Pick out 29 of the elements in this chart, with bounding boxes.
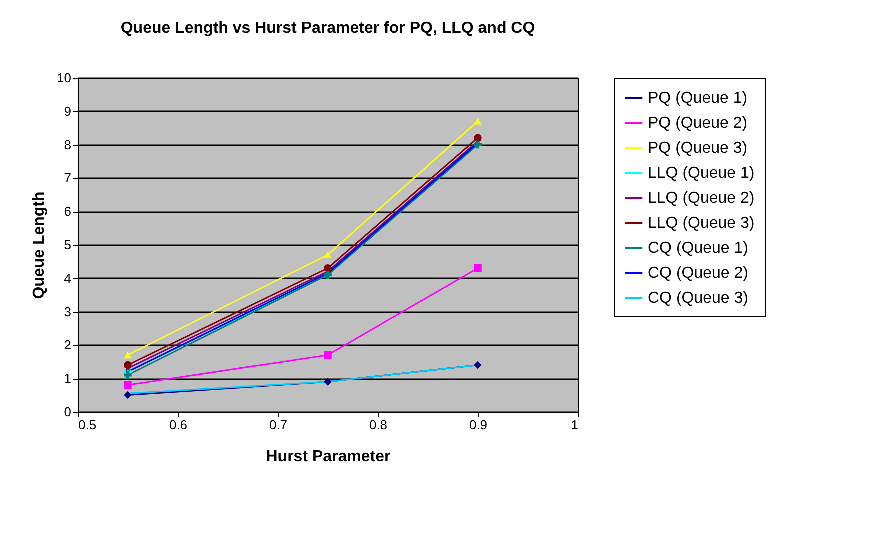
- y-tick-label: 7: [64, 170, 72, 186]
- legend-label: LLQ (Queue 2): [648, 190, 755, 207]
- x-tick-label: 0.5: [78, 418, 97, 432]
- y-tick-label: 4: [64, 270, 72, 286]
- y-tick-label: 2: [64, 338, 72, 353]
- y-tick-label: 6: [64, 204, 72, 220]
- x-axis-title: Hurst Parameter: [266, 448, 391, 466]
- y-tick-label: 3: [64, 304, 72, 320]
- legend-label: LLQ (Queue 3): [648, 215, 755, 232]
- y-tick-label: 8: [64, 137, 72, 152]
- legend-label: CQ (Queue 1): [648, 240, 748, 257]
- legend-label: PQ (Queue 3): [648, 140, 748, 157]
- legend-label: LLQ (Queue 1): [648, 165, 755, 182]
- y-tick-label: 9: [64, 104, 72, 119]
- legend-label: PQ (Queue 1): [648, 90, 748, 107]
- legend-label: CQ (Queue 2): [648, 265, 748, 282]
- y-tick-label: 5: [64, 238, 72, 252]
- y-tick-label: 0: [64, 404, 72, 420]
- x-tick-label: 0.6: [169, 418, 188, 432]
- chart-title: Queue Length vs Hurst Parameter for PQ, LLQ and CQ: [120, 20, 536, 37]
- x-tick-label: 0.8: [369, 418, 388, 432]
- legend-label: PQ (Queue 2): [648, 115, 748, 132]
- legend-label: CQ (Queue 3): [648, 290, 748, 307]
- y-tick-label: 1: [64, 371, 72, 386]
- x-tick-label: 0.7: [269, 418, 288, 432]
- x-tick-label: 1: [571, 418, 578, 432]
- x-tick-label: 0.9: [469, 418, 488, 432]
- y-axis-title: Queue Length: [31, 192, 48, 300]
- y-tick-label: 10: [57, 70, 72, 86]
